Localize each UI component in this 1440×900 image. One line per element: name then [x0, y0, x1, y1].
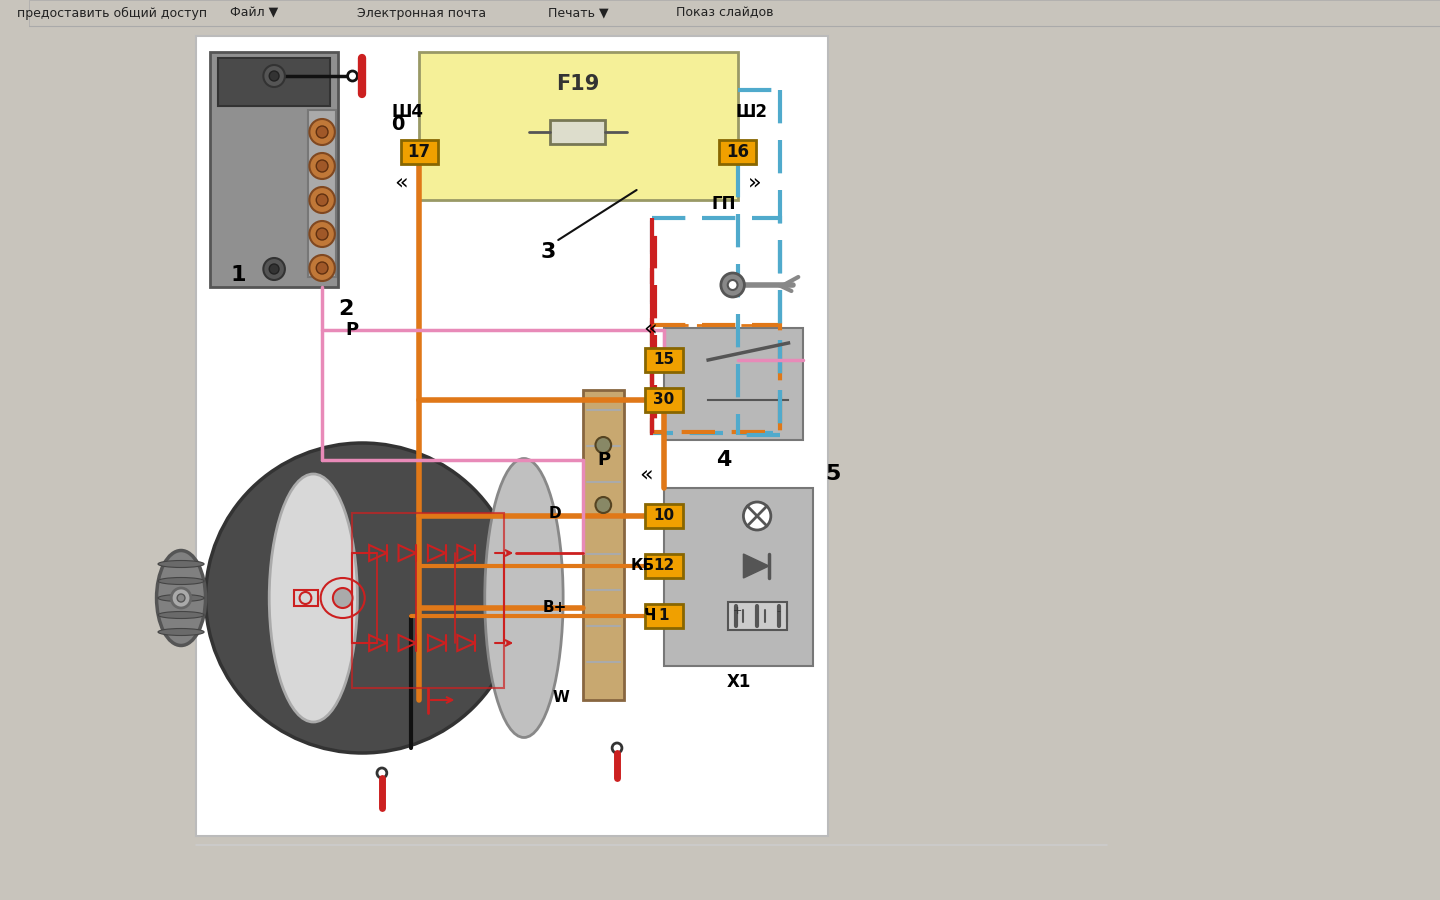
Text: предоставить общий доступ: предоставить общий доступ [17, 6, 207, 20]
Circle shape [317, 228, 328, 240]
Text: +: + [733, 606, 742, 616]
Bar [645, 604, 683, 628]
Circle shape [310, 153, 336, 179]
Text: 10: 10 [654, 508, 674, 524]
Bar [652, 218, 779, 433]
Text: 0: 0 [390, 114, 405, 133]
Bar [294, 590, 318, 606]
Ellipse shape [158, 611, 204, 618]
Bar [550, 120, 605, 144]
Ellipse shape [157, 551, 206, 645]
Bar [210, 52, 338, 287]
Text: X1: X1 [726, 673, 750, 691]
Text: D: D [549, 506, 562, 520]
Circle shape [310, 221, 336, 247]
Bar [419, 52, 737, 200]
Bar [353, 513, 504, 688]
Text: 30: 30 [654, 392, 675, 408]
Circle shape [721, 273, 744, 297]
Bar [645, 348, 683, 372]
Text: 16: 16 [726, 143, 749, 161]
Circle shape [317, 194, 328, 206]
Ellipse shape [158, 595, 204, 601]
Circle shape [269, 264, 279, 274]
Text: B+: B+ [543, 600, 567, 616]
Circle shape [347, 71, 357, 81]
Bar [645, 554, 683, 578]
Text: 1: 1 [230, 265, 246, 285]
Text: ГП: ГП [711, 195, 736, 213]
Bar [719, 140, 756, 164]
Text: КБ: КБ [631, 559, 655, 573]
Bar [664, 488, 814, 666]
Bar [196, 36, 828, 836]
Circle shape [177, 594, 184, 602]
Text: 12: 12 [654, 559, 675, 573]
Text: Ш2: Ш2 [736, 103, 768, 121]
Bar [645, 388, 683, 412]
Bar [583, 390, 624, 700]
Polygon shape [743, 554, 769, 578]
Text: »: » [749, 172, 762, 192]
Text: 5: 5 [825, 464, 841, 484]
Circle shape [310, 255, 336, 281]
Text: 17: 17 [408, 143, 431, 161]
Bar [727, 602, 786, 630]
Ellipse shape [485, 458, 563, 737]
Text: Показ слайдов: Показ слайдов [675, 6, 773, 20]
Text: Ш4: Ш4 [392, 103, 423, 121]
Text: Р: Р [346, 321, 359, 339]
Circle shape [310, 119, 336, 145]
Text: 2: 2 [338, 299, 353, 319]
Bar [664, 328, 804, 440]
Bar [219, 58, 330, 106]
Circle shape [596, 497, 611, 513]
Bar [645, 504, 683, 528]
Text: 1: 1 [660, 608, 670, 624]
Circle shape [171, 588, 192, 608]
Bar [652, 325, 779, 432]
Text: W: W [553, 690, 570, 706]
Ellipse shape [269, 474, 357, 722]
Text: «: « [644, 318, 657, 338]
Text: F19: F19 [556, 74, 599, 94]
Bar [400, 140, 438, 164]
Circle shape [743, 502, 770, 530]
Circle shape [317, 262, 328, 274]
Circle shape [310, 187, 336, 213]
Circle shape [264, 65, 285, 87]
Text: Р: Р [598, 451, 611, 469]
Text: 15: 15 [654, 353, 674, 367]
Circle shape [727, 280, 737, 290]
Circle shape [317, 160, 328, 172]
Ellipse shape [158, 561, 204, 568]
Ellipse shape [158, 628, 204, 635]
Text: -: - [776, 606, 780, 616]
Text: Ч: Ч [644, 608, 657, 624]
Circle shape [317, 126, 328, 138]
Text: Электронная почта: Электронная почта [357, 6, 485, 20]
Ellipse shape [158, 578, 204, 584]
Text: Печать ▼: Печать ▼ [547, 6, 608, 20]
Circle shape [333, 588, 353, 608]
Ellipse shape [206, 443, 518, 753]
Bar [652, 238, 655, 433]
Bar [29, 0, 1440, 26]
Text: Файл ▼: Файл ▼ [230, 6, 279, 20]
Text: 3: 3 [541, 242, 556, 262]
Text: 4: 4 [716, 450, 732, 470]
Circle shape [269, 71, 279, 81]
Circle shape [377, 768, 387, 778]
Circle shape [596, 437, 611, 453]
Bar [308, 110, 336, 277]
Circle shape [264, 258, 285, 280]
Text: «: « [639, 464, 654, 484]
Circle shape [612, 743, 622, 753]
Text: «: « [395, 172, 409, 192]
